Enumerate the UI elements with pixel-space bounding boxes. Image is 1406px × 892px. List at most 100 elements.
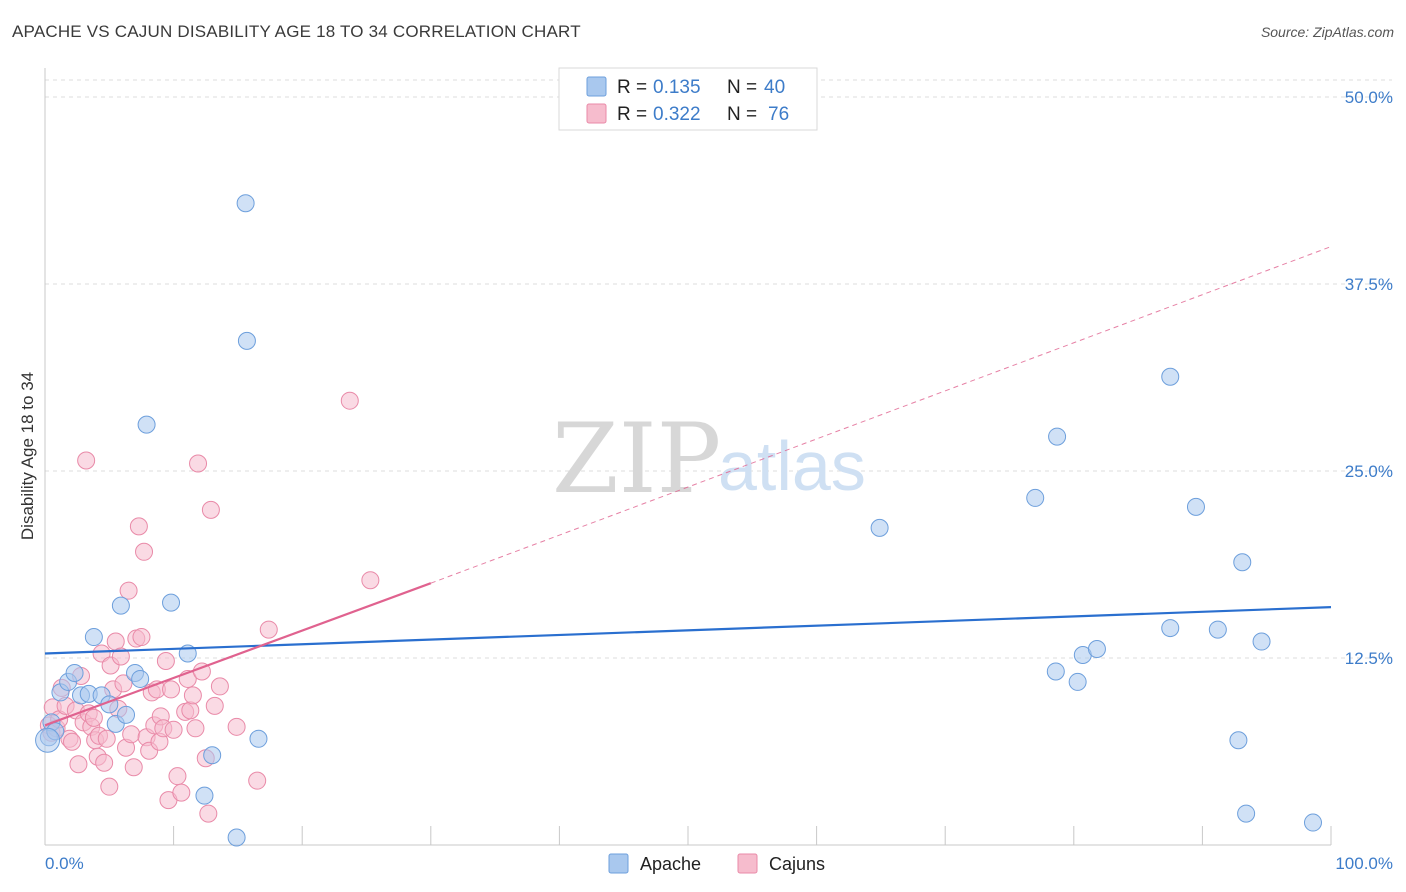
legend: R = 0.135 N = 40 R = 0.322 N = 76 (558, 67, 818, 131)
apache-point (249, 729, 268, 748)
chart-title: APACHE VS CAJUN DISABILITY AGE 18 TO 34 … (12, 22, 581, 41)
apache-points (35, 194, 1322, 847)
cajun-point (183, 686, 202, 705)
cajun-point (92, 644, 111, 663)
watermark: ZIP atlas (552, 403, 866, 515)
legend-swatch-apache (586, 76, 607, 97)
cajun-point (340, 391, 359, 410)
cajun-point (135, 542, 154, 561)
y-tick-label: 12.5% (1345, 649, 1393, 668)
apache-point (1161, 619, 1180, 638)
bottom-legend-cajuns: Cajuns (769, 854, 825, 874)
bottom-legend-swatch-cajuns (737, 853, 758, 874)
grid-lines (45, 79, 1392, 659)
apache-point (1237, 804, 1256, 823)
apache-point (1026, 488, 1045, 507)
cajun-point (95, 753, 114, 772)
cajun-point (77, 451, 96, 470)
apache-point (111, 596, 130, 615)
legend-r-value-cajuns: 0.322 (653, 104, 701, 125)
watermark-zip: ZIP (552, 403, 721, 515)
apache-point (1046, 662, 1065, 681)
legend-n-value-apache: 40 (764, 77, 785, 98)
apache-point (117, 705, 136, 724)
y-tick-label: 25.0% (1345, 462, 1393, 481)
x-tick-label-min: 0.0% (45, 854, 84, 873)
cajun-point (162, 680, 181, 699)
apache-point (1233, 553, 1252, 572)
watermark-atlas: atlas (718, 427, 866, 505)
cajun-point (199, 804, 218, 823)
apache-point (1087, 640, 1106, 659)
cajun-point (168, 767, 187, 786)
apache-point (1303, 813, 1322, 832)
cajun-point (156, 651, 175, 670)
apache-point (65, 663, 84, 682)
apache-point (1208, 620, 1227, 639)
cajun-point (205, 696, 224, 715)
legend-r-label-apache: R = (617, 77, 647, 98)
cajun-point (248, 771, 267, 790)
legend-r-value-apache: 0.135 (653, 77, 701, 98)
cajun-point (69, 755, 88, 774)
apache-point (84, 628, 103, 647)
cajuns-trend-line (44, 582, 432, 727)
cajun-point (164, 720, 183, 739)
cajun-point (132, 628, 151, 647)
y-tick-labels: 12.5% 25.0% 37.5% 50.0% (1345, 88, 1393, 668)
cajun-point (129, 517, 148, 536)
bottom-legend: Apache Cajuns (608, 853, 825, 874)
bottom-legend-swatch-apache (608, 853, 629, 874)
y-axis-title: Disability Age 18 to 34 (18, 372, 37, 540)
apache-point (203, 746, 222, 765)
cajun-point (259, 620, 278, 639)
cajun-point (106, 632, 125, 651)
x-tick-labels: 0.0% 100.0% (45, 854, 1393, 873)
cajun-point (97, 729, 116, 748)
apache-point (227, 828, 246, 847)
legend-n-value-cajuns: 76 (768, 104, 789, 125)
axes (44, 68, 1332, 846)
cajun-point (119, 581, 138, 600)
cajun-point (181, 701, 200, 720)
legend-swatch-cajuns (586, 103, 607, 124)
apache-point (870, 518, 889, 537)
legend-n-label-cajuns: N = (727, 104, 757, 125)
cajun-point (100, 777, 119, 796)
apache-point (35, 727, 61, 753)
apache-point (137, 415, 156, 434)
apache-point (162, 593, 181, 612)
apache-point (1068, 672, 1087, 691)
cajun-point (186, 719, 205, 738)
bottom-legend-apache: Apache (640, 854, 701, 874)
apache-point (1161, 367, 1180, 386)
apache-point (237, 331, 256, 350)
cajun-point (189, 454, 208, 473)
trend-lines (44, 246, 1332, 727)
apache-point (195, 786, 214, 805)
apache-point (1186, 497, 1205, 516)
apache-point (1048, 427, 1067, 446)
y-tick-label: 37.5% (1345, 275, 1393, 294)
x-tick-label-max: 100.0% (1335, 854, 1393, 873)
apache-point (131, 669, 150, 688)
cajun-point (210, 677, 229, 696)
y-tick-label: 50.0% (1345, 88, 1393, 107)
cajun-point (172, 783, 191, 802)
cajun-point (111, 647, 130, 666)
apache-point (1229, 731, 1248, 750)
legend-n-label-apache: N = (727, 77, 757, 98)
cajun-point (84, 708, 103, 727)
cajun-point (124, 758, 143, 777)
cajuns-trend-extension (430, 246, 1332, 584)
cajun-point (122, 725, 141, 744)
cajun-point (227, 717, 246, 736)
apache-point (236, 194, 255, 213)
legend-r-label-cajuns: R = (617, 104, 647, 125)
cajun-point (361, 571, 380, 590)
cajun-point (63, 732, 82, 751)
cajun-point (114, 674, 133, 693)
source-note: Source: ZipAtlas.com (1260, 24, 1394, 40)
apache-point (1252, 632, 1271, 651)
